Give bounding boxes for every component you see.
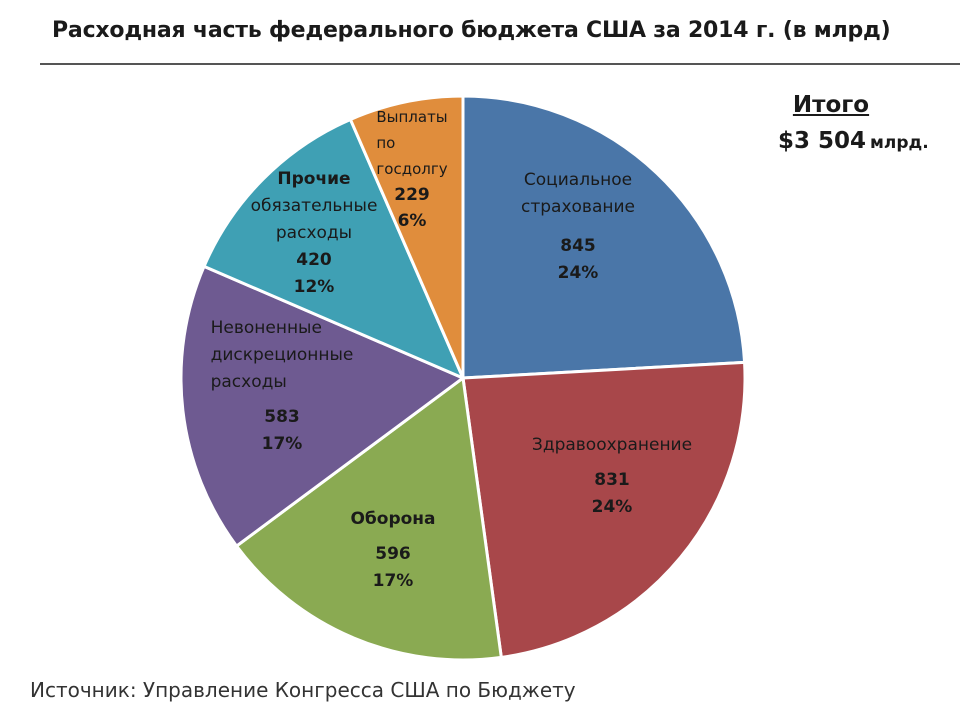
slice-name-line: Оборона [350, 509, 436, 529]
slice-value: 229 [394, 185, 430, 205]
slice-label-other: Прочие обязательные расходы 420 12% [251, 166, 378, 301]
slice-value: 420 [296, 250, 332, 270]
slice-percent: 24% [557, 263, 599, 283]
slice-name-line: дискреционные [210, 345, 354, 365]
slice-name-line: Здравоохранение [531, 435, 693, 455]
slice-name-line: расходы [210, 372, 287, 392]
pie-slice-nondefense [179, 264, 465, 548]
pie-slice-debt [348, 94, 465, 380]
slice-name-line: обязательные [250, 196, 378, 216]
total-amount: $3 504 [778, 128, 867, 154]
chart-title: Расходная часть федерального бюджета США… [52, 18, 891, 43]
slice-label-health: Здравоохранение 831 24% [532, 432, 692, 521]
slice-name-line: госдолгу [376, 160, 448, 178]
slice-name-line: по [376, 134, 396, 152]
slice-value: 845 [560, 236, 596, 256]
pie-slice-social [461, 94, 747, 380]
slice-value: 583 [264, 407, 300, 427]
slice-name-line: Социальное [523, 170, 633, 190]
pie-slice-other [202, 117, 465, 380]
slice-percent: 17% [372, 571, 414, 591]
slice-percent: 17% [261, 434, 303, 454]
slice-name-line: Выплаты [376, 108, 448, 126]
title-divider [40, 63, 960, 65]
slice-value: 831 [594, 470, 630, 490]
source-note: Источник: Управление Конгресса США по Бю… [30, 678, 576, 702]
pie-slice-health [461, 360, 747, 659]
total-label: Итого [792, 92, 870, 118]
slice-percent: 12% [293, 277, 335, 297]
slice-name-line: расходы [275, 223, 353, 243]
slice-name-line: страхование [521, 197, 635, 217]
slice-name-line: Прочие [277, 169, 351, 189]
slice-label-debt: Выплаты по госдолгу 229 6% [376, 104, 447, 234]
total-unit: млрд. [870, 133, 929, 153]
slice-percent: 24% [591, 497, 633, 517]
slice-percent: 6% [397, 211, 427, 231]
slice-label-defense: Оборона 596 17% [350, 506, 435, 595]
slice-name-line: Невоненные [210, 318, 322, 338]
slice-label-nondefense: Невоненные дискреционные расходы 583 17% [211, 315, 354, 458]
pie-slice-defense [235, 376, 503, 662]
slice-label-social: Социальное страхование 845 24% [521, 167, 635, 287]
slice-value: 596 [375, 544, 411, 564]
total-value: $3 504 млрд. [778, 128, 929, 154]
